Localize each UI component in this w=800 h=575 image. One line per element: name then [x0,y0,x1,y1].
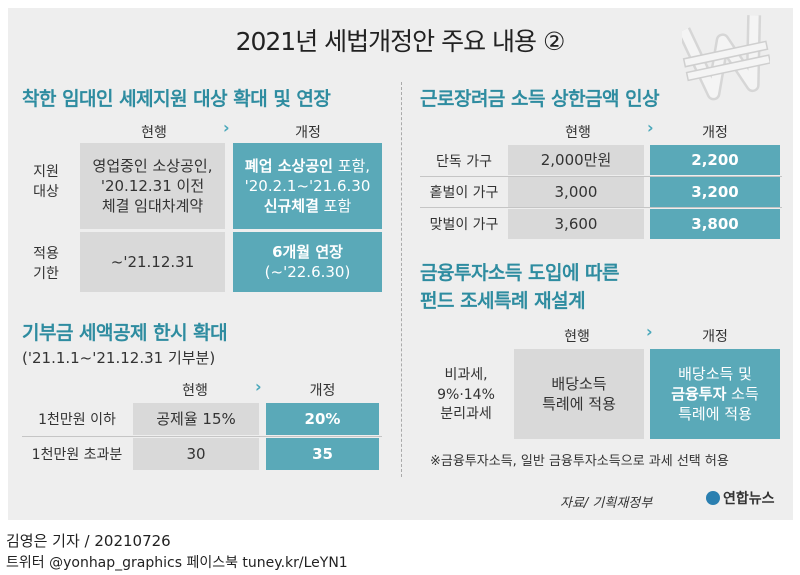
donation-row2-current: 30 [133,438,259,470]
earned-row2-current: 3,000 [508,177,644,207]
logo-mark-icon [706,491,720,505]
text: 포함, [332,156,371,175]
text-line: 금융투자 소득 [671,384,759,404]
rental-arrow-icon: › [223,118,230,137]
text-line: 신규체결 포함 [264,196,352,216]
bold-text: 6개월 연장 [272,242,343,261]
donation-row1-current: 공제율 15% [133,403,259,435]
text-line: '20.12.31 이전 [100,176,205,195]
rental-target-current: 영업중인 소상공인, '20.12.31 이전 체결 임대차계약 [80,143,225,229]
earned-col-current: 현행 [565,125,591,141]
page-title: 2021년 세법개정안 주요 내용 ② [235,27,566,56]
logo-text: 연합뉴스 [723,491,775,507]
row-divider [420,176,782,177]
text-line: 특례에 적용 [542,395,616,413]
donation-arrow-icon: › [255,377,262,396]
rental-heading: 착한 임대인 세제지원 대상 확대 및 연장 [22,88,331,110]
source-credit: 자료/ 기획재정부 [560,496,653,511]
donation-col-current: 현행 [182,383,208,399]
text-line: 체결 임대차계약 [101,197,204,216]
earned-row-label: 단독 가구 [436,154,492,170]
fund-heading-line1: 금융투자소득 도입에 따른 [420,262,620,284]
fund-col-current: 현행 [564,329,590,345]
label-line: 9%·14% [437,386,495,403]
text-line: 폐업 소상공인 포함, [245,156,370,176]
text-line: (~'22.6.30) [264,263,351,281]
earned-arrow-icon: › [647,118,654,137]
earned-col-revised: 개정 [702,125,728,141]
donation-subheading: ('21.1.1~'21.12.31 기부분) [22,349,216,367]
rental-col-current: 현행 [141,125,167,141]
text-line: 배당소득 및 [678,364,752,383]
earned-income-heading: 근로장려금 소득 상한금액 인상 [420,88,660,110]
earned-row-label: 맞벌이 가구 [429,217,499,233]
fund-arrow-icon: › [646,322,653,341]
fund-col-revised: 개정 [702,329,728,345]
earned-row2-revised: 3,200 [650,177,780,207]
text-line: '20.2.1~'21.6.30 [244,176,371,195]
label-line: 분리과세 [440,406,492,423]
rental-period-current: ~'21.12.31 [80,232,225,292]
earned-row1-revised: 2,200 [650,145,780,175]
donation-heading: 기부금 세액공제 한시 확대 [22,322,228,344]
fund-footnote: ※금융투자소득, 일반 금융투자소득으로 과세 선택 허용 [430,454,729,469]
yonhap-logo: 연합뉴스 [706,488,775,508]
text-line: 특례에 적용 [678,405,752,424]
earned-row3-revised: 3,800 [650,209,780,239]
label-line: 대상 [33,183,59,200]
label-line: 적용 [33,246,59,262]
donation-col-revised: 개정 [309,383,336,399]
label-line: 지원 [33,164,59,180]
earned-row1-current: 2,000만원 [508,145,644,175]
text: 포함 [318,197,352,216]
fund-current: 배당소득 특례에 적용 [514,349,644,439]
donation-row2-revised: 35 [266,438,379,470]
column-divider [401,82,402,477]
rental-target-revised: 폐업 소상공인 포함, '20.2.1~'21.6.30 신규체결 포함 [233,143,382,229]
bold-text: 신규체결 [263,197,319,216]
text-line: 영업중인 소상공인, [92,156,213,175]
earned-row3-current: 3,600 [508,209,644,239]
fund-heading-line2: 펀드 조세특례 재설계 [420,290,586,312]
donation-row-label: 1천만원 이하 [38,412,116,428]
byline: 김영은 기자 / 20210726 [6,532,171,550]
row-divider [420,207,782,208]
rental-col-revised: 개정 [295,125,321,141]
won-symbol-icon [682,15,770,101]
social-links: 트위터 @yonhap_graphics 페이스북 tuney.kr/LeYN1 [6,555,348,571]
text: 소득 [726,384,759,403]
row-divider [22,436,382,437]
donation-row-label: 1천만원 초과분 [31,447,123,463]
earned-row-label: 홑벌이 가구 [429,185,499,201]
donation-row1-revised: 20% [266,403,379,435]
fund-row-label: 비과세, 9%·14% 분리과세 [420,366,512,425]
label-line: 기한 [33,265,59,282]
rental-row-label-period: 적용 기한 [18,245,74,284]
bold-text: 금융투자 [671,384,727,403]
text-line: 배당소득 [551,374,607,393]
label-line: 비과세, [444,367,488,383]
fund-revised: 배당소득 및 금융투자 소득 특례에 적용 [650,349,780,439]
rental-period-revised: 6개월 연장 (~'22.6.30) [233,232,382,292]
rental-row-label-target: 지원 대상 [18,163,74,202]
bold-text: 폐업 소상공인 [244,156,333,175]
